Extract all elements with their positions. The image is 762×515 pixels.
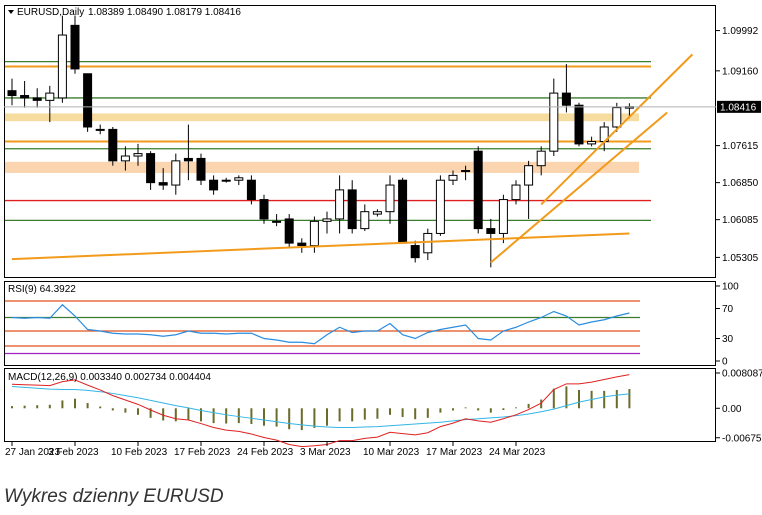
candle-body <box>209 179 219 191</box>
candle-body <box>360 211 370 230</box>
candle-body <box>536 150 546 167</box>
candle-body <box>272 220 282 223</box>
date-tick-label: 24 Mar 2023 <box>489 447 546 458</box>
price-tick-label: 1.05305 <box>722 253 759 264</box>
candle-body <box>196 157 206 181</box>
candle-body <box>183 157 193 162</box>
candle-body <box>561 92 571 106</box>
chart-caption: Wykres dzienny EURUSD <box>4 486 224 507</box>
candle-body <box>45 92 55 101</box>
ohlc-header: 1.08389 1.08490 1.08179 1.08416 <box>88 7 241 18</box>
price-tick-label: 1.06085 <box>722 215 759 226</box>
candle-body <box>335 189 345 220</box>
candle-body <box>234 177 244 181</box>
candle-body <box>322 218 332 222</box>
candle-body <box>284 218 294 244</box>
candle-body <box>385 184 395 213</box>
rsi-label: RSI(9) 64.3922 <box>8 284 76 295</box>
current-price-box <box>717 100 761 113</box>
candle-body <box>549 92 559 152</box>
date-tick-label: 17 Mar 2023 <box>426 447 483 458</box>
candle-body <box>473 150 483 230</box>
chart-header-triangle-icon <box>8 10 14 14</box>
candle-body <box>347 189 357 230</box>
candle-body <box>309 220 319 247</box>
price-tick-label: 1.06850 <box>722 178 759 189</box>
macd-tick-label: -0.006757 <box>722 433 762 444</box>
candle-body <box>587 141 597 145</box>
candle-body <box>7 90 17 97</box>
sr-zone <box>5 113 639 122</box>
macd-tick-label: 0.00 <box>722 404 742 415</box>
candle-body <box>133 153 143 157</box>
candle-body <box>171 160 181 186</box>
candle-body <box>221 179 231 182</box>
trend-line <box>11 232 630 261</box>
candle-body <box>297 242 307 247</box>
candle-body <box>70 24 80 70</box>
date-tick-label: 24 Feb 2023 <box>237 447 294 458</box>
rsi-line <box>11 303 630 345</box>
candle-body <box>423 232 433 254</box>
macd-panel <box>4 368 716 442</box>
candle-body <box>486 228 496 234</box>
candle-body <box>448 174 458 181</box>
candle-body <box>372 211 382 215</box>
candle-body <box>498 199 508 234</box>
candle-body <box>435 179 445 234</box>
candle-body <box>32 97 42 101</box>
date-tick-label: 3 Feb 2023 <box>48 447 99 458</box>
candle-body <box>511 184 521 201</box>
symbol-header: EURUSD,Daily <box>17 7 84 18</box>
rsi-panel <box>4 281 716 366</box>
candle-body <box>95 128 105 131</box>
macd-signal-line <box>11 385 630 428</box>
price-tick-label: 1.09160 <box>722 66 759 77</box>
candle-body <box>120 155 130 162</box>
rsi-tick-label: 70 <box>722 304 734 315</box>
candle-body <box>57 34 67 99</box>
candle-body <box>108 128 118 162</box>
candle-body <box>398 179 408 244</box>
candle-body <box>158 182 168 186</box>
candle-body <box>461 170 471 173</box>
date-tick-label: 27 Jan 2023 <box>5 447 60 458</box>
rsi-tick-label: 100 <box>722 282 739 293</box>
date-tick-label: 10 Feb 2023 <box>111 447 168 458</box>
price-panel <box>4 5 716 278</box>
candle-body <box>246 179 256 201</box>
macd-label: MACD(12,26,9) 0.003340 0.002734 0.004404 <box>8 372 211 383</box>
macd-line <box>11 374 630 448</box>
candle-body <box>146 153 156 184</box>
sr-zone <box>5 161 639 173</box>
price-tick-label: 1.09992 <box>722 26 759 37</box>
date-tick-label: 17 Feb 2023 <box>174 447 231 458</box>
eurusd-daily-chart: 1.09992 1.09160 1.07615 1.06850 1.06085 1.053… <box>4 5 762 458</box>
candle-body <box>612 107 622 128</box>
trend-line <box>490 111 668 264</box>
rsi-tick-label: 0 <box>722 357 728 368</box>
current-price-label: 1.08416 <box>720 102 757 113</box>
trend-line <box>540 53 694 206</box>
candle-body <box>83 73 93 128</box>
macd-tick-label: 0.008087 <box>722 368 762 379</box>
date-tick-label: 3 Mar 2023 <box>300 447 351 458</box>
candle-body <box>20 95 30 99</box>
candle-body <box>259 199 269 220</box>
rsi-tick-label: 30 <box>722 334 734 345</box>
price-tick-label: 1.07615 <box>722 141 759 152</box>
date-tick-label: 10 Mar 2023 <box>363 447 420 458</box>
candle-body <box>574 104 584 145</box>
candle-body <box>410 245 420 259</box>
candle-body <box>524 165 534 186</box>
